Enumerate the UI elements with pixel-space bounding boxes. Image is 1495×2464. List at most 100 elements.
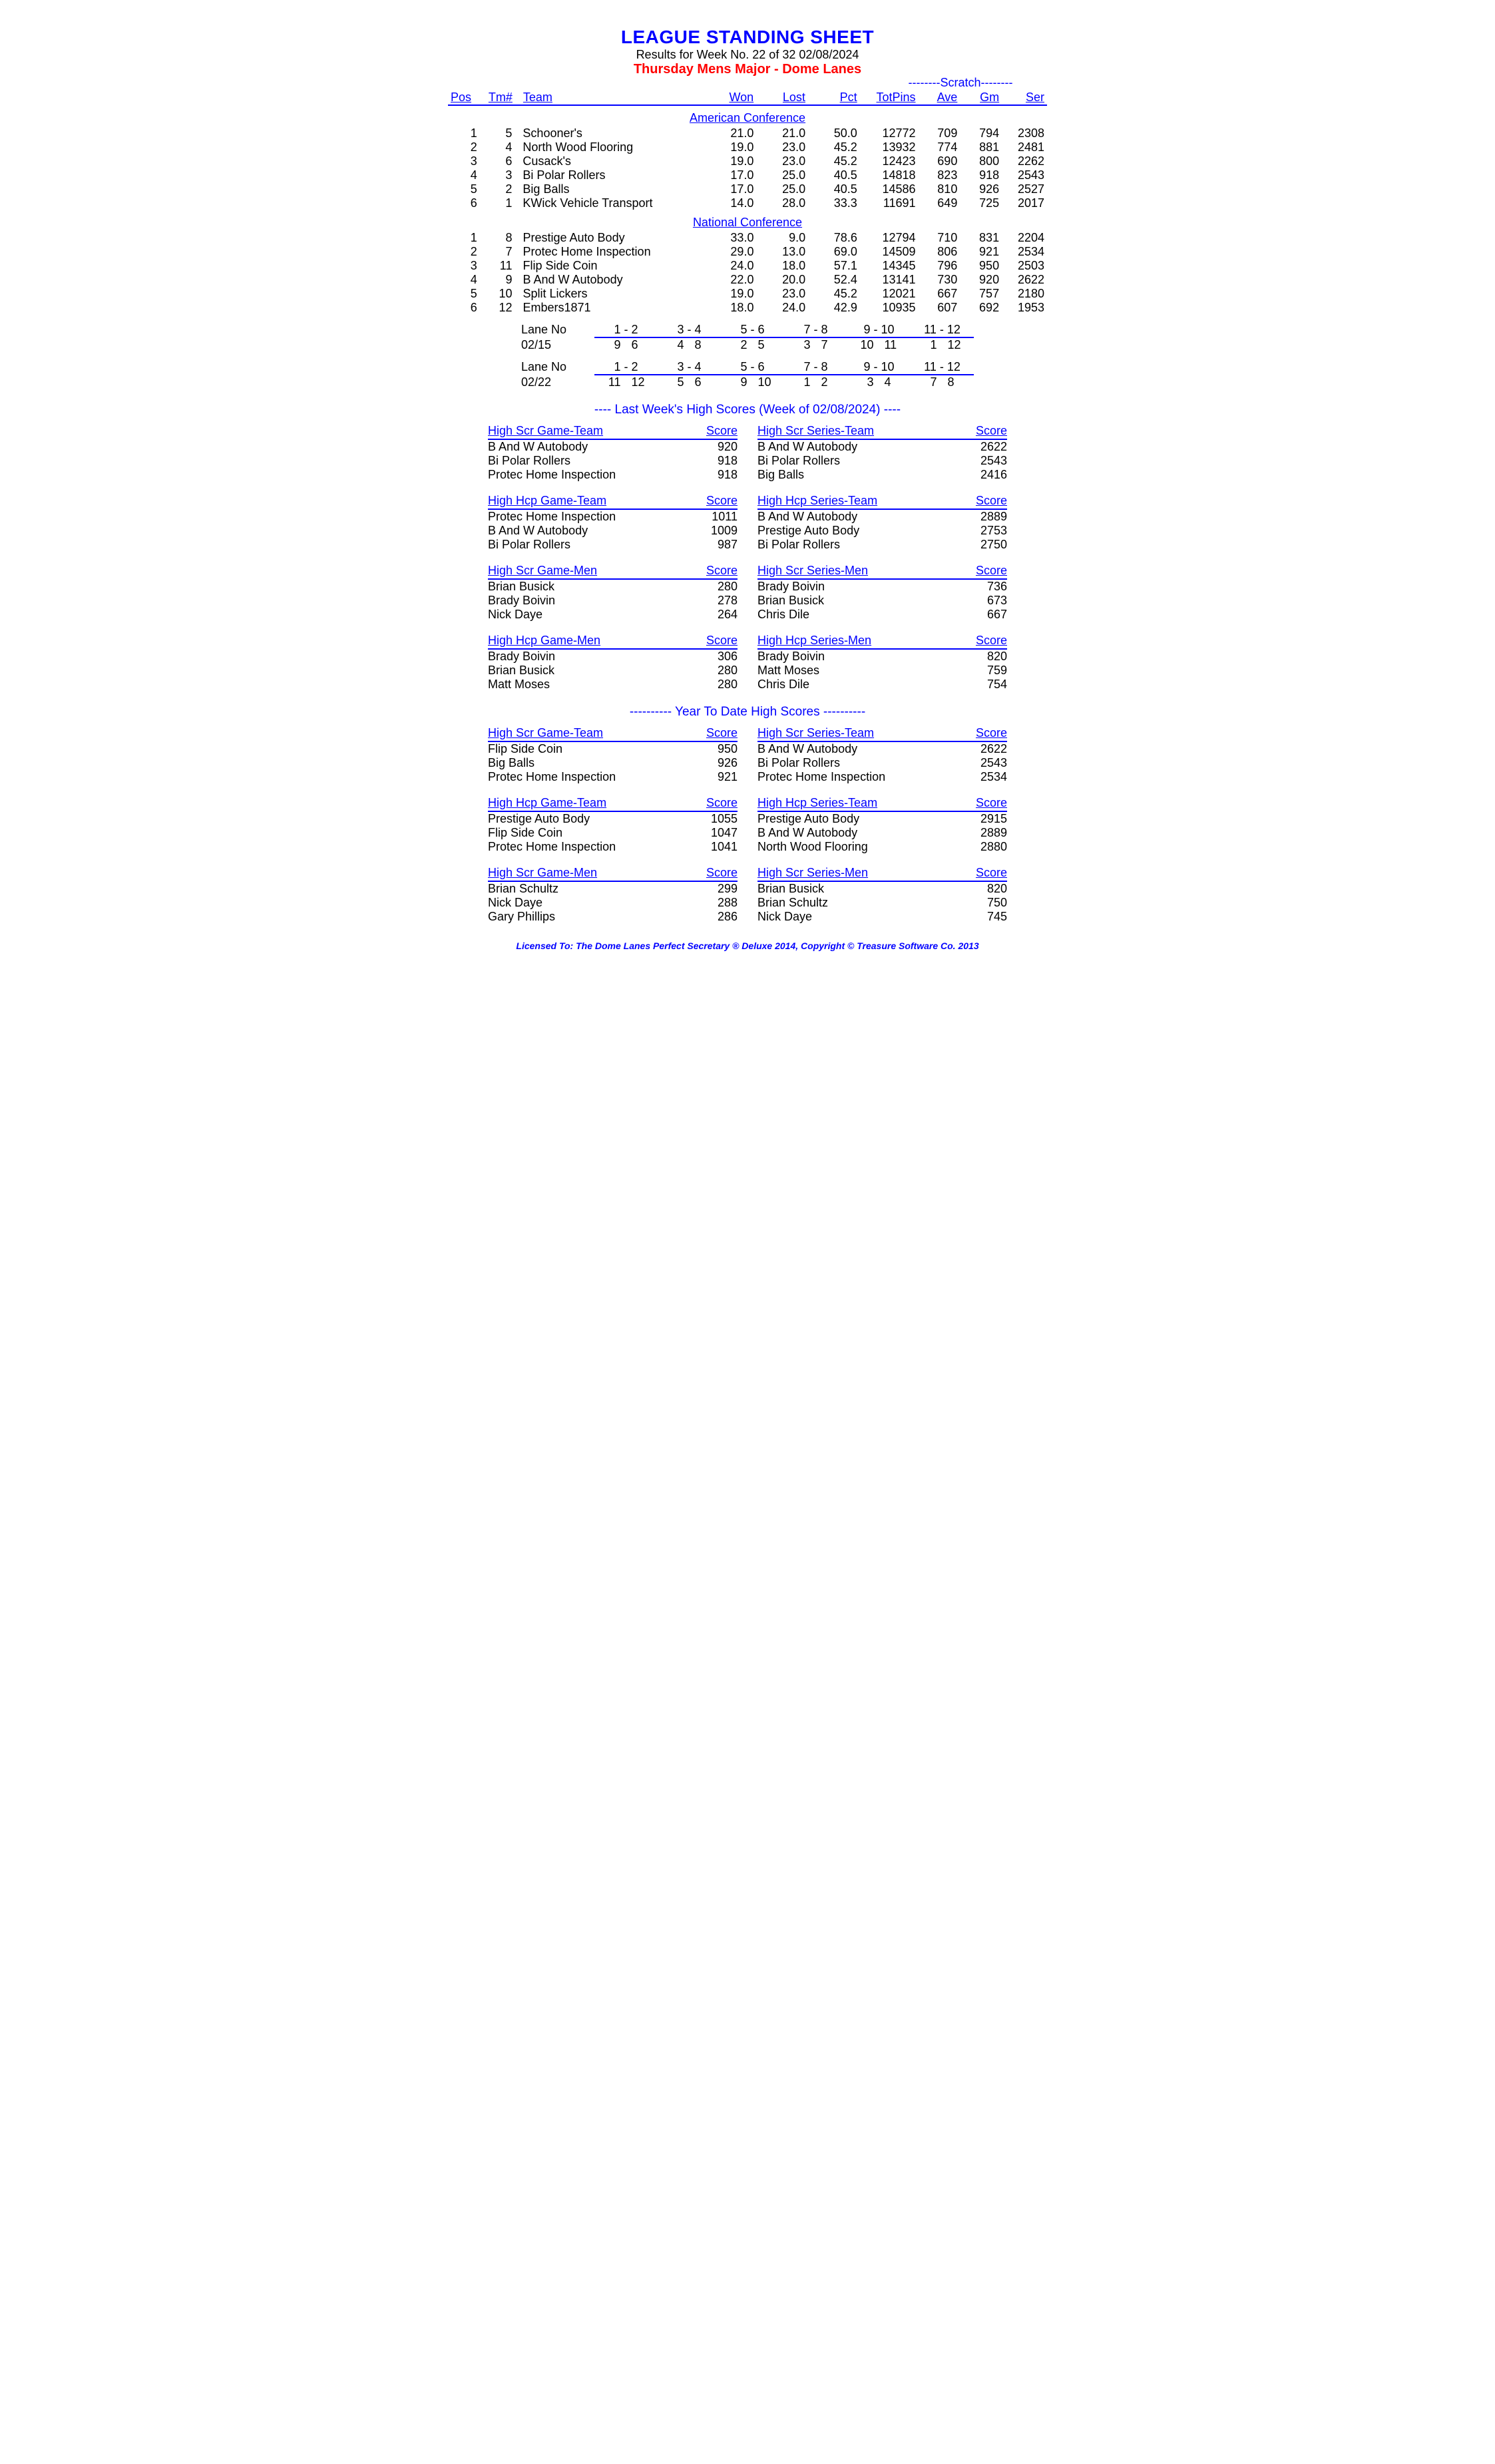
cell-ser: 2622 <box>1002 273 1047 287</box>
hs-name: Flip Side Coin <box>488 742 684 756</box>
high-score-row: Brady Boivin736 <box>757 580 1007 594</box>
cell-won: 24.0 <box>705 259 757 273</box>
team-row: 612Embers187118.024.042.9109356076921953 <box>448 301 1047 315</box>
hs-title: High Scr Game-Team <box>488 424 684 438</box>
hs-name: B And W Autobody <box>757 510 954 524</box>
hs-score-label: Score <box>684 424 738 438</box>
hs-name: Bi Polar Rollers <box>488 538 684 552</box>
high-score-row: Bi Polar Rollers2543 <box>757 454 1007 468</box>
hs-title: High Hcp Series-Men <box>757 634 954 648</box>
high-score-group: High Hcp Game-MenScoreBrady Boivin306Bri… <box>488 634 1007 692</box>
high-score-header: High Hcp Game-MenScore <box>488 634 738 650</box>
lane-pair: 96 <box>594 338 658 352</box>
hs-name: Brian Schultz <box>488 882 684 896</box>
lane-pair: 112 <box>911 338 974 352</box>
cell-pos: 3 <box>448 154 480 168</box>
hs-title: High Scr Series-Team <box>757 424 954 438</box>
lane-val: 4 <box>658 338 690 352</box>
high-score-row: Brady Boivin278 <box>488 594 738 608</box>
hs-score: 759 <box>954 664 1007 678</box>
cell-ave: 796 <box>919 259 961 273</box>
hs-name: Gary Phillips <box>488 910 684 924</box>
lane-date: 02/22 <box>521 375 594 389</box>
cell-tm: 12 <box>480 301 515 315</box>
cell-team: Split Lickers <box>515 287 704 301</box>
high-score-row: Flip Side Coin950 <box>488 742 738 756</box>
high-score-header: High Hcp Series-TeamScore <box>757 796 1007 812</box>
cell-ser: 1953 <box>1002 301 1047 315</box>
hs-name: Prestige Auto Body <box>757 812 954 826</box>
cell-ser: 2503 <box>1002 259 1047 273</box>
high-score-row: Prestige Auto Body2915 <box>757 812 1007 826</box>
last-week-title: ---- Last Week's High Scores (Week of 02… <box>448 403 1047 417</box>
high-score-row: Protec Home Inspection2534 <box>757 770 1007 784</box>
conference-header: National Conference <box>448 210 1047 231</box>
cell-lost: 20.0 <box>756 273 808 287</box>
cell-pos: 5 <box>448 287 480 301</box>
cell-team: Embers1871 <box>515 301 704 315</box>
lane-header-cell: 11 - 12 <box>911 323 974 338</box>
hs-score: 2889 <box>954 826 1007 840</box>
hs-score: 736 <box>954 580 1007 594</box>
hs-score: 921 <box>684 770 738 784</box>
hs-score: 918 <box>684 454 738 468</box>
cell-gm: 921 <box>960 245 1002 259</box>
cell-tm: 9 <box>480 273 515 287</box>
high-score-row: Brady Boivin820 <box>757 650 1007 664</box>
cell-gm: 831 <box>960 231 1002 245</box>
hs-score: 280 <box>684 678 738 692</box>
lane-val: 2 <box>816 375 848 389</box>
footer: Licensed To: The Dome Lanes Perfect Secr… <box>448 940 1047 951</box>
hs-score: 286 <box>684 910 738 924</box>
cell-ser: 2204 <box>1002 231 1047 245</box>
hs-score-label: Score <box>954 564 1007 578</box>
main-title: LEAGUE STANDING SHEET <box>448 27 1047 48</box>
cell-lost: 28.0 <box>756 196 808 210</box>
lane-val: 9 <box>594 338 626 352</box>
cell-tm: 5 <box>480 126 515 140</box>
hs-score: 1009 <box>684 524 738 538</box>
cell-pct: 45.2 <box>808 140 860 154</box>
col-lost: Lost <box>756 91 808 105</box>
hs-name: North Wood Flooring <box>757 840 954 854</box>
hs-name: B And W Autobody <box>757 826 954 840</box>
cell-tm: 11 <box>480 259 515 273</box>
hs-name: Prestige Auto Body <box>757 524 954 538</box>
lane-schedule-section: Lane No1 - 23 - 45 - 67 - 89 - 1011 - 12… <box>448 323 1047 389</box>
high-score-row: Bi Polar Rollers2543 <box>757 756 1007 770</box>
cell-tm: 2 <box>480 182 515 196</box>
high-score-row: Brian Busick280 <box>488 580 738 594</box>
lane-pair: 12 <box>784 375 847 389</box>
high-score-row: Matt Moses280 <box>488 678 738 692</box>
hs-title: High Scr Series-Men <box>757 564 954 578</box>
cell-team: B And W Autobody <box>515 273 704 287</box>
conference-table: 15Schooner's21.021.050.01277270979423082… <box>448 126 1047 210</box>
lane-label: Lane No <box>521 360 594 375</box>
lane-val: 3 <box>847 375 879 389</box>
header-block: LEAGUE STANDING SHEET Results for Week N… <box>448 27 1047 77</box>
col-pct: Pct <box>808 91 860 105</box>
hs-name: Brian Busick <box>488 664 684 678</box>
hs-score: 950 <box>684 742 738 756</box>
high-score-column: High Scr Game-TeamScoreB And W Autobody9… <box>488 424 738 482</box>
high-score-header: High Scr Game-TeamScore <box>488 726 738 742</box>
hs-name: Chris Dile <box>757 608 954 622</box>
hs-score: 820 <box>954 882 1007 896</box>
lane-val: 12 <box>943 338 974 352</box>
hs-title: High Scr Game-Men <box>488 564 684 578</box>
hs-name: Brady Boivin <box>757 580 954 594</box>
cell-ave: 607 <box>919 301 961 315</box>
cell-team: Cusack's <box>515 154 704 168</box>
hs-name: Brian Busick <box>757 594 954 608</box>
team-row: 43Bi Polar Rollers17.025.040.51481882391… <box>448 168 1047 182</box>
hs-name: B And W Autobody <box>757 742 954 756</box>
hs-name: Flip Side Coin <box>488 826 684 840</box>
cell-won: 19.0 <box>705 140 757 154</box>
cell-ave: 730 <box>919 273 961 287</box>
high-score-header: High Scr Series-MenScore <box>757 866 1007 882</box>
cell-tm: 4 <box>480 140 515 154</box>
hs-score-label: Score <box>954 494 1007 508</box>
lane-val: 11 <box>594 375 626 389</box>
conference-table: 18Prestige Auto Body33.09.078.6127947108… <box>448 231 1047 315</box>
cell-gm: 950 <box>960 259 1002 273</box>
